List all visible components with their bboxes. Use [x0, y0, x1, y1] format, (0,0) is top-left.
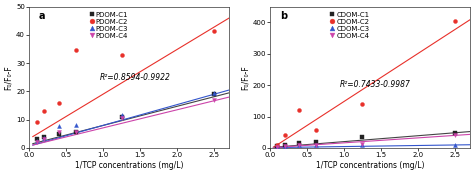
- Point: [296, 144, 303, 147]
- Legend: PDOM-C1, PDOM-C2, PDOM-C3, PDOM-C4: PDOM-C1, PDOM-C2, PDOM-C3, PDOM-C4: [89, 10, 129, 40]
- Point: [451, 133, 459, 136]
- Point: [210, 98, 218, 101]
- Point: [296, 109, 303, 112]
- Point: [281, 133, 288, 136]
- Point: [451, 131, 459, 134]
- Point: [40, 138, 48, 141]
- Point: [273, 145, 281, 148]
- Point: [281, 145, 288, 148]
- Point: [118, 115, 126, 118]
- Point: [313, 128, 320, 131]
- Point: [296, 144, 303, 147]
- Y-axis label: F₀/F₀-F: F₀/F₀-F: [240, 65, 249, 90]
- Point: [313, 140, 320, 143]
- Point: [55, 132, 63, 135]
- Point: [273, 145, 281, 148]
- Point: [55, 124, 63, 127]
- Text: R²=0.7433-0.9987: R²=0.7433-0.9987: [340, 80, 411, 89]
- Point: [33, 139, 40, 142]
- Point: [40, 137, 48, 139]
- Point: [313, 143, 320, 146]
- X-axis label: 1/TCP concentrations (mg/L): 1/TCP concentrations (mg/L): [316, 161, 424, 170]
- Point: [210, 93, 218, 96]
- Point: [72, 49, 80, 52]
- Y-axis label: F₀/F₀-F: F₀/F₀-F: [4, 65, 13, 90]
- Point: [281, 144, 288, 147]
- Point: [281, 145, 288, 147]
- Point: [40, 110, 48, 113]
- Point: [72, 131, 80, 134]
- Point: [451, 19, 459, 22]
- Point: [359, 143, 366, 145]
- Point: [72, 124, 80, 127]
- Text: b: b: [280, 11, 287, 21]
- Point: [55, 131, 63, 134]
- Point: [40, 135, 48, 138]
- Point: [451, 144, 459, 147]
- Point: [33, 121, 40, 124]
- X-axis label: 1/TCP concentrations (mg/L): 1/TCP concentrations (mg/L): [75, 161, 183, 170]
- Point: [359, 136, 366, 138]
- Point: [33, 137, 40, 140]
- Text: R²=0.8594-0.9922: R²=0.8594-0.9922: [100, 73, 170, 82]
- Text: a: a: [39, 11, 46, 21]
- Legend: CDOM-C1, CDOM-C2, CDOM-C3, CDOM-C4: CDOM-C1, CDOM-C2, CDOM-C3, CDOM-C4: [329, 10, 371, 40]
- Point: [296, 142, 303, 145]
- Point: [118, 53, 126, 56]
- Point: [118, 117, 126, 120]
- Point: [359, 143, 366, 146]
- Point: [210, 29, 218, 32]
- Point: [313, 144, 320, 147]
- Point: [55, 101, 63, 104]
- Point: [273, 146, 281, 148]
- Point: [273, 144, 281, 147]
- Point: [33, 140, 40, 143]
- Point: [210, 91, 218, 94]
- Point: [359, 102, 366, 105]
- Point: [72, 130, 80, 133]
- Point: [118, 114, 126, 117]
